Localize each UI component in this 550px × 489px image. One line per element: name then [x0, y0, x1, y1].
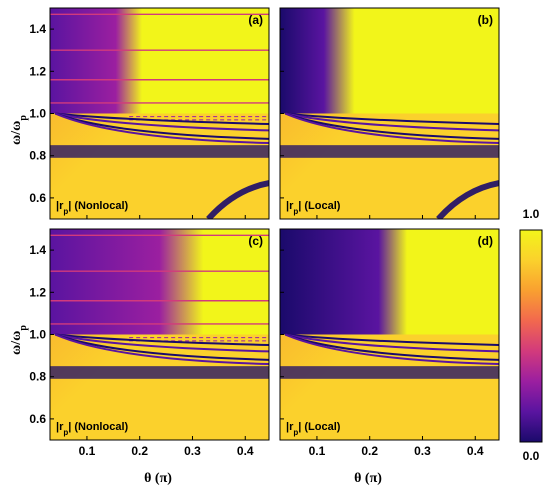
panel-annotation: |rp| (Local) [286, 421, 341, 437]
upper-region [280, 229, 499, 335]
y-tick-label: 1.0 [29, 328, 46, 342]
heatmap-area [280, 8, 499, 219]
dark-band [50, 366, 269, 379]
panel-label: (d) [478, 234, 493, 248]
y-tick-label: 0.8 [29, 149, 46, 163]
dispersion-branch [285, 112, 499, 132]
x-axis-title-left: θ (π) [144, 471, 172, 486]
panel-d: 0.1 0.2 0.3 0.4 (d) |rp| (Local) [279, 228, 500, 458]
x-tick-label: 0.1 [79, 444, 96, 458]
heatmap-area [50, 8, 269, 219]
y-tick-label: 0.6 [29, 412, 46, 426]
dispersion-branch [285, 333, 499, 353]
x-tick-label: 0.4 [237, 444, 254, 458]
dispersion-branch [284, 333, 499, 366]
dispersion-branch [55, 333, 269, 353]
y-tick-label: 1.2 [29, 285, 46, 299]
arc-feature [206, 180, 269, 219]
heatmap-area [50, 229, 269, 440]
dispersion-branch [55, 112, 269, 126]
panel-annotation: |rp| (Local) [286, 200, 341, 216]
dispersion-branch [285, 333, 499, 347]
panel-c: 0.6 0.8 1.0 1.2 1.4 0.1 0.2 0.3 0.4 (c) |rp| (Nonl… [29, 228, 270, 458]
panel-annotation: |rp| (Nonlocal) [56, 200, 128, 216]
x-tick-label: 0.1 [309, 444, 326, 458]
y-axis-title-top: ω/ωp [9, 115, 29, 145]
y-tick-label: 1.2 [29, 64, 46, 78]
heatmap-area [280, 229, 499, 440]
dispersion-branch [54, 333, 269, 366]
y-tick-label: 1.4 [29, 243, 46, 257]
x-axis-title-right: θ (π) [354, 471, 382, 486]
upper-region [50, 229, 269, 335]
colorbar: 1.0 0.0 [519, 207, 543, 463]
x-tick-label: 0.2 [361, 444, 378, 458]
y-tick-label: 1.0 [29, 107, 46, 121]
upper-region [280, 8, 499, 114]
upper-region [50, 8, 269, 114]
dispersion-branch [54, 112, 269, 145]
x-tick-label: 0.2 [131, 444, 148, 458]
y-tick-label: 0.6 [29, 191, 46, 205]
panel-label: (b) [478, 13, 493, 27]
dark-band [280, 145, 499, 158]
panel-a: 0.6 0.8 1.0 1.2 1.4 (a) |rp| (Nonlocal) [29, 7, 270, 220]
arc-feature [436, 180, 499, 219]
colorbar-min-label: 0.0 [523, 449, 540, 463]
x-tick-label: 0.4 [467, 444, 484, 458]
y-tick-label: 1.4 [29, 22, 46, 36]
panel-b: (b) |rp| (Local) [279, 7, 500, 220]
panel-annotation: |rp| (Nonlocal) [56, 421, 128, 437]
dark-band [50, 145, 269, 158]
colorbar-bar [519, 229, 543, 443]
dispersion-branch [55, 112, 269, 132]
dark-band [280, 366, 499, 379]
dispersion-branch [285, 112, 499, 126]
x-tick-label: 0.3 [414, 444, 431, 458]
colorbar-max-label: 1.0 [523, 207, 540, 221]
dispersion-branch [55, 333, 269, 347]
x-tick-label: 0.3 [184, 444, 201, 458]
y-tick-label: 0.8 [29, 370, 46, 384]
panel-label: (a) [248, 13, 263, 27]
y-axis-title-bottom: ω/ωp [9, 325, 29, 355]
panel-label: (c) [248, 234, 263, 248]
dispersion-branch [284, 112, 499, 145]
